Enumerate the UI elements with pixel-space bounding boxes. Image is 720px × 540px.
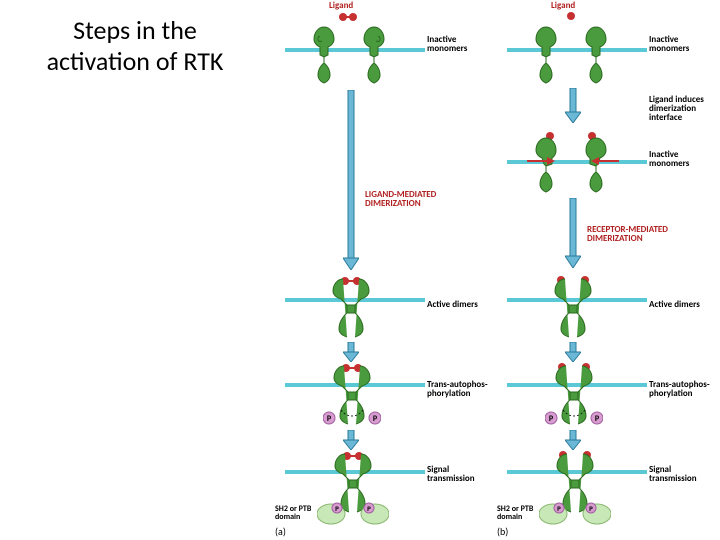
label-signal-b: Signal transmission [649,465,697,483]
arrow-b-2 [565,198,581,268]
label-active-dimers-b: Active dimers [649,300,700,309]
receptor-dimer-b-active [547,275,599,340]
label-ligand-induces: Ligand induces dimerization interface [649,95,704,122]
label-active-dimers-a: Active dimers [427,300,478,309]
pathway-column-b: Ligand Inactive monomers Ligand induces … [497,0,719,540]
arrow-a-4 [343,430,359,450]
label-signal-a: Signal transmission [427,465,475,483]
pathway-column-a: Ligand Inactive monomers LIGAND-MEDIATED… [275,0,497,540]
arrow-a-3 [343,342,359,362]
svg-text:P: P [595,414,600,424]
svg-text:P: P [557,504,561,513]
free-ligand-b [565,10,577,22]
receptor-monomer-a-right [360,25,388,85]
svg-text:P: P [367,504,371,513]
label-inactive-monomers-b: Inactive monomers [649,35,689,53]
arrow-a-1 [343,90,359,270]
label-trans-autophos-b: Trans-autophos- phorylation [649,380,710,398]
receptor-monomer-a-left [310,25,338,85]
svg-text:P: P [589,504,593,513]
label-trans-autophos-a: Trans-autophos- phorylation [427,380,488,398]
arrow-b-3 [565,342,581,362]
svg-text:P: P [373,414,378,424]
membrane-b-1 [507,48,647,52]
arrow-together-b [527,155,619,167]
receptor-dimer-a-phospho: P P [323,362,381,430]
panel-label-a: (a) [275,525,286,538]
svg-text:P: P [549,414,554,424]
arrow-b-4 [565,430,581,450]
membrane-a-1 [285,48,425,52]
label-sh2-b: SH2 or PTB domain [497,505,533,521]
receptor-dimer-a-signal: P P [317,450,389,528]
page-title: Steps in the activation of RTK [20,15,250,77]
rtk-diagram: Ligand Inactive monomers LIGAND-MEDIATED… [275,0,720,540]
free-ligand-a [337,10,359,24]
svg-text:P: P [327,414,332,424]
receptor-monomer-b-left [532,25,560,85]
label-receptor-mediated: RECEPTOR-MEDIATED DIMERIZATION [587,225,668,243]
svg-text:P: P [335,504,339,513]
receptor-dimer-a-active [325,275,377,340]
title-line-2: activation of RTK [47,45,224,77]
arrow-b-1 [565,88,581,123]
title-line-1: Steps in the [73,14,197,46]
label-ligand-mediated: LIGAND-MEDIATED DIMERIZATION [365,190,436,208]
receptor-dimer-b-signal: P P [539,450,611,528]
receptor-dimer-b-phospho: P P [545,362,603,430]
panel-label-b: (b) [497,525,508,538]
label-sh2-a: SH2 or PTB domain [275,505,311,521]
label-inactive-monomers-b2: Inactive monomers [649,150,689,168]
receptor-monomer-b-right [582,25,610,85]
label-inactive-monomers-a: Inactive monomers [427,35,467,53]
